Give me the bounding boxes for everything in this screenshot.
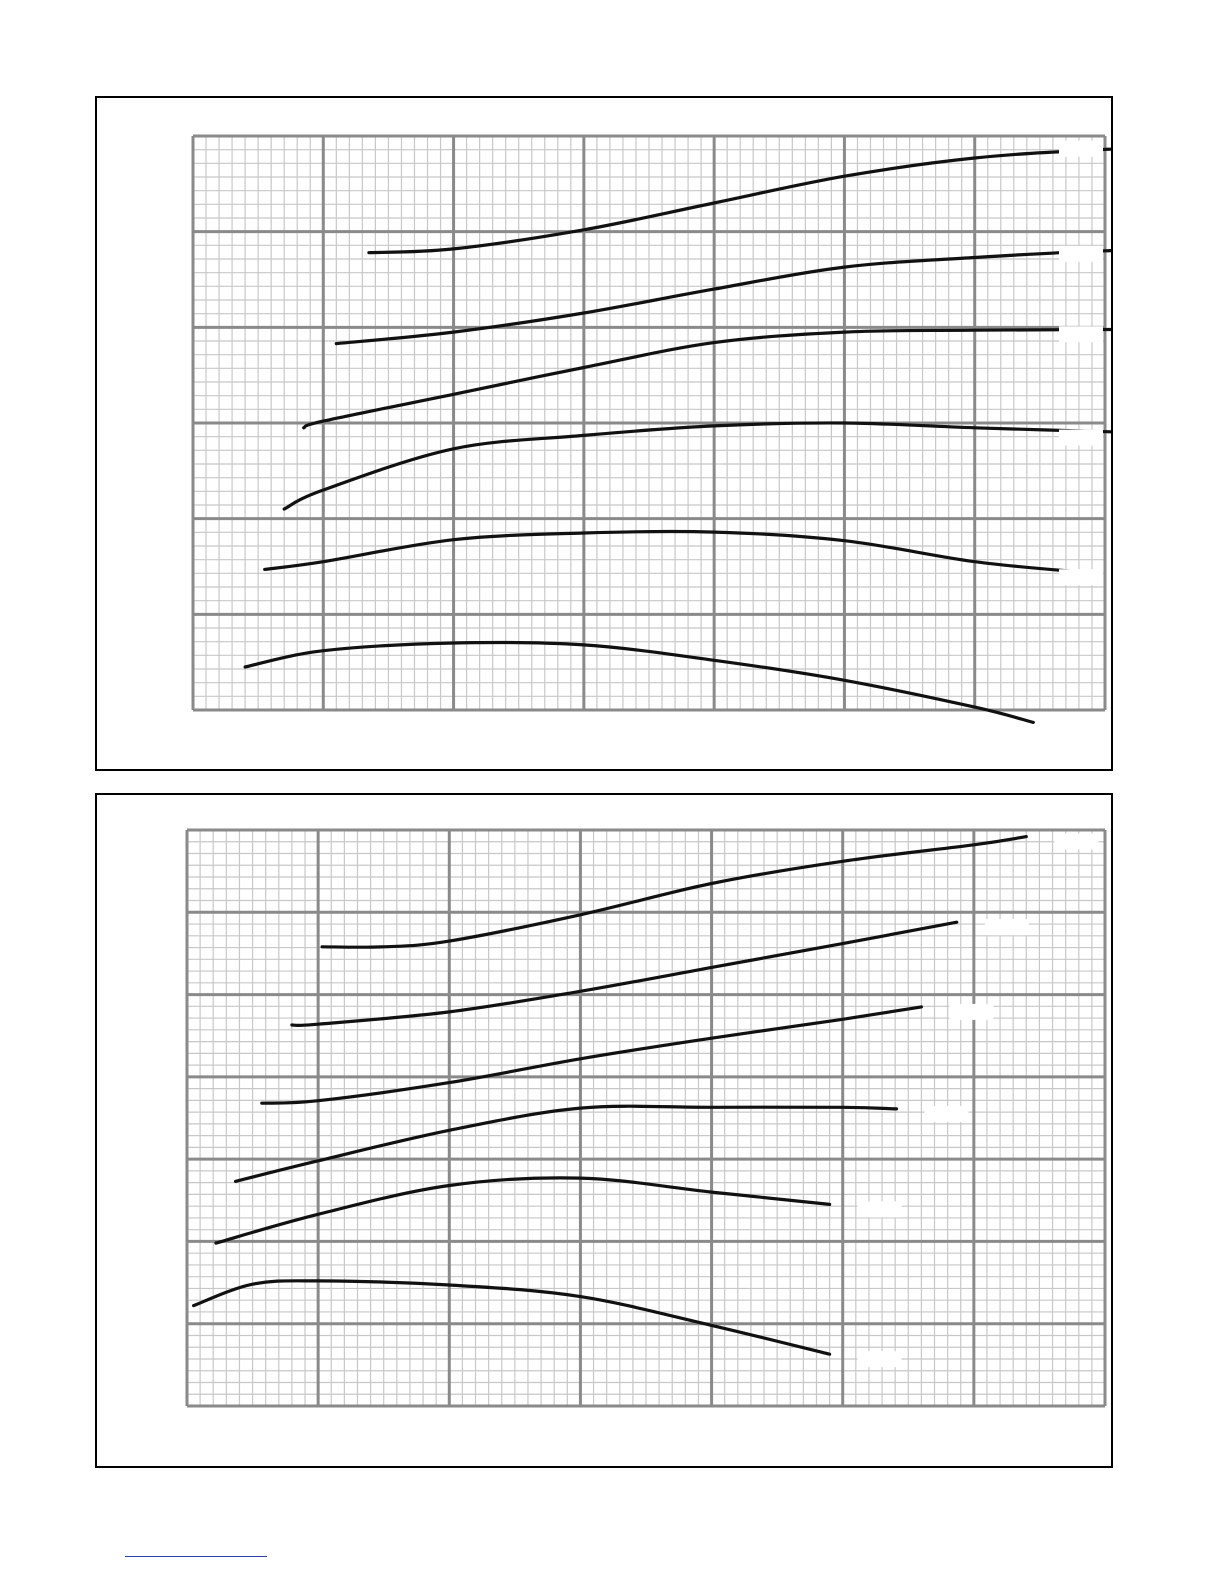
series-end-label-6 <box>1054 833 1099 850</box>
chart-panel-top <box>95 96 1113 771</box>
series-line-2 <box>263 529 1085 574</box>
series-end-label-3 <box>1059 429 1103 446</box>
series-end-label-3 <box>924 1105 969 1122</box>
series-line-4 <box>302 327 1111 430</box>
series-group-top <box>243 140 1111 736</box>
series-line-6 <box>320 835 1028 949</box>
chart-top <box>191 134 1111 736</box>
series-group-bottom <box>192 833 1099 1368</box>
chart-panel-bottom <box>95 793 1113 1468</box>
series-end-label-6 <box>1059 140 1103 157</box>
series-end-label-1 <box>857 1351 902 1368</box>
series-end-label-4 <box>1059 326 1103 343</box>
series-line-4 <box>260 1005 923 1105</box>
series-end-label-2 <box>857 1201 902 1218</box>
footer-rule <box>125 1556 267 1557</box>
series-line-1 <box>192 1279 832 1356</box>
series-line-5 <box>290 920 959 1027</box>
series-end-label-1 <box>1059 719 1103 736</box>
chart-bottom <box>185 828 1107 1408</box>
series-end-label-5 <box>1059 245 1103 262</box>
series-line-3 <box>233 1104 899 1183</box>
series-line-2 <box>214 1176 832 1245</box>
series-line-3 <box>282 421 1111 511</box>
series-line-1 <box>243 640 1035 724</box>
series-end-label-5 <box>984 919 1029 936</box>
series-end-label-4 <box>949 1003 994 1020</box>
series-end-label-2 <box>1059 569 1103 586</box>
grid-top <box>191 134 1107 712</box>
